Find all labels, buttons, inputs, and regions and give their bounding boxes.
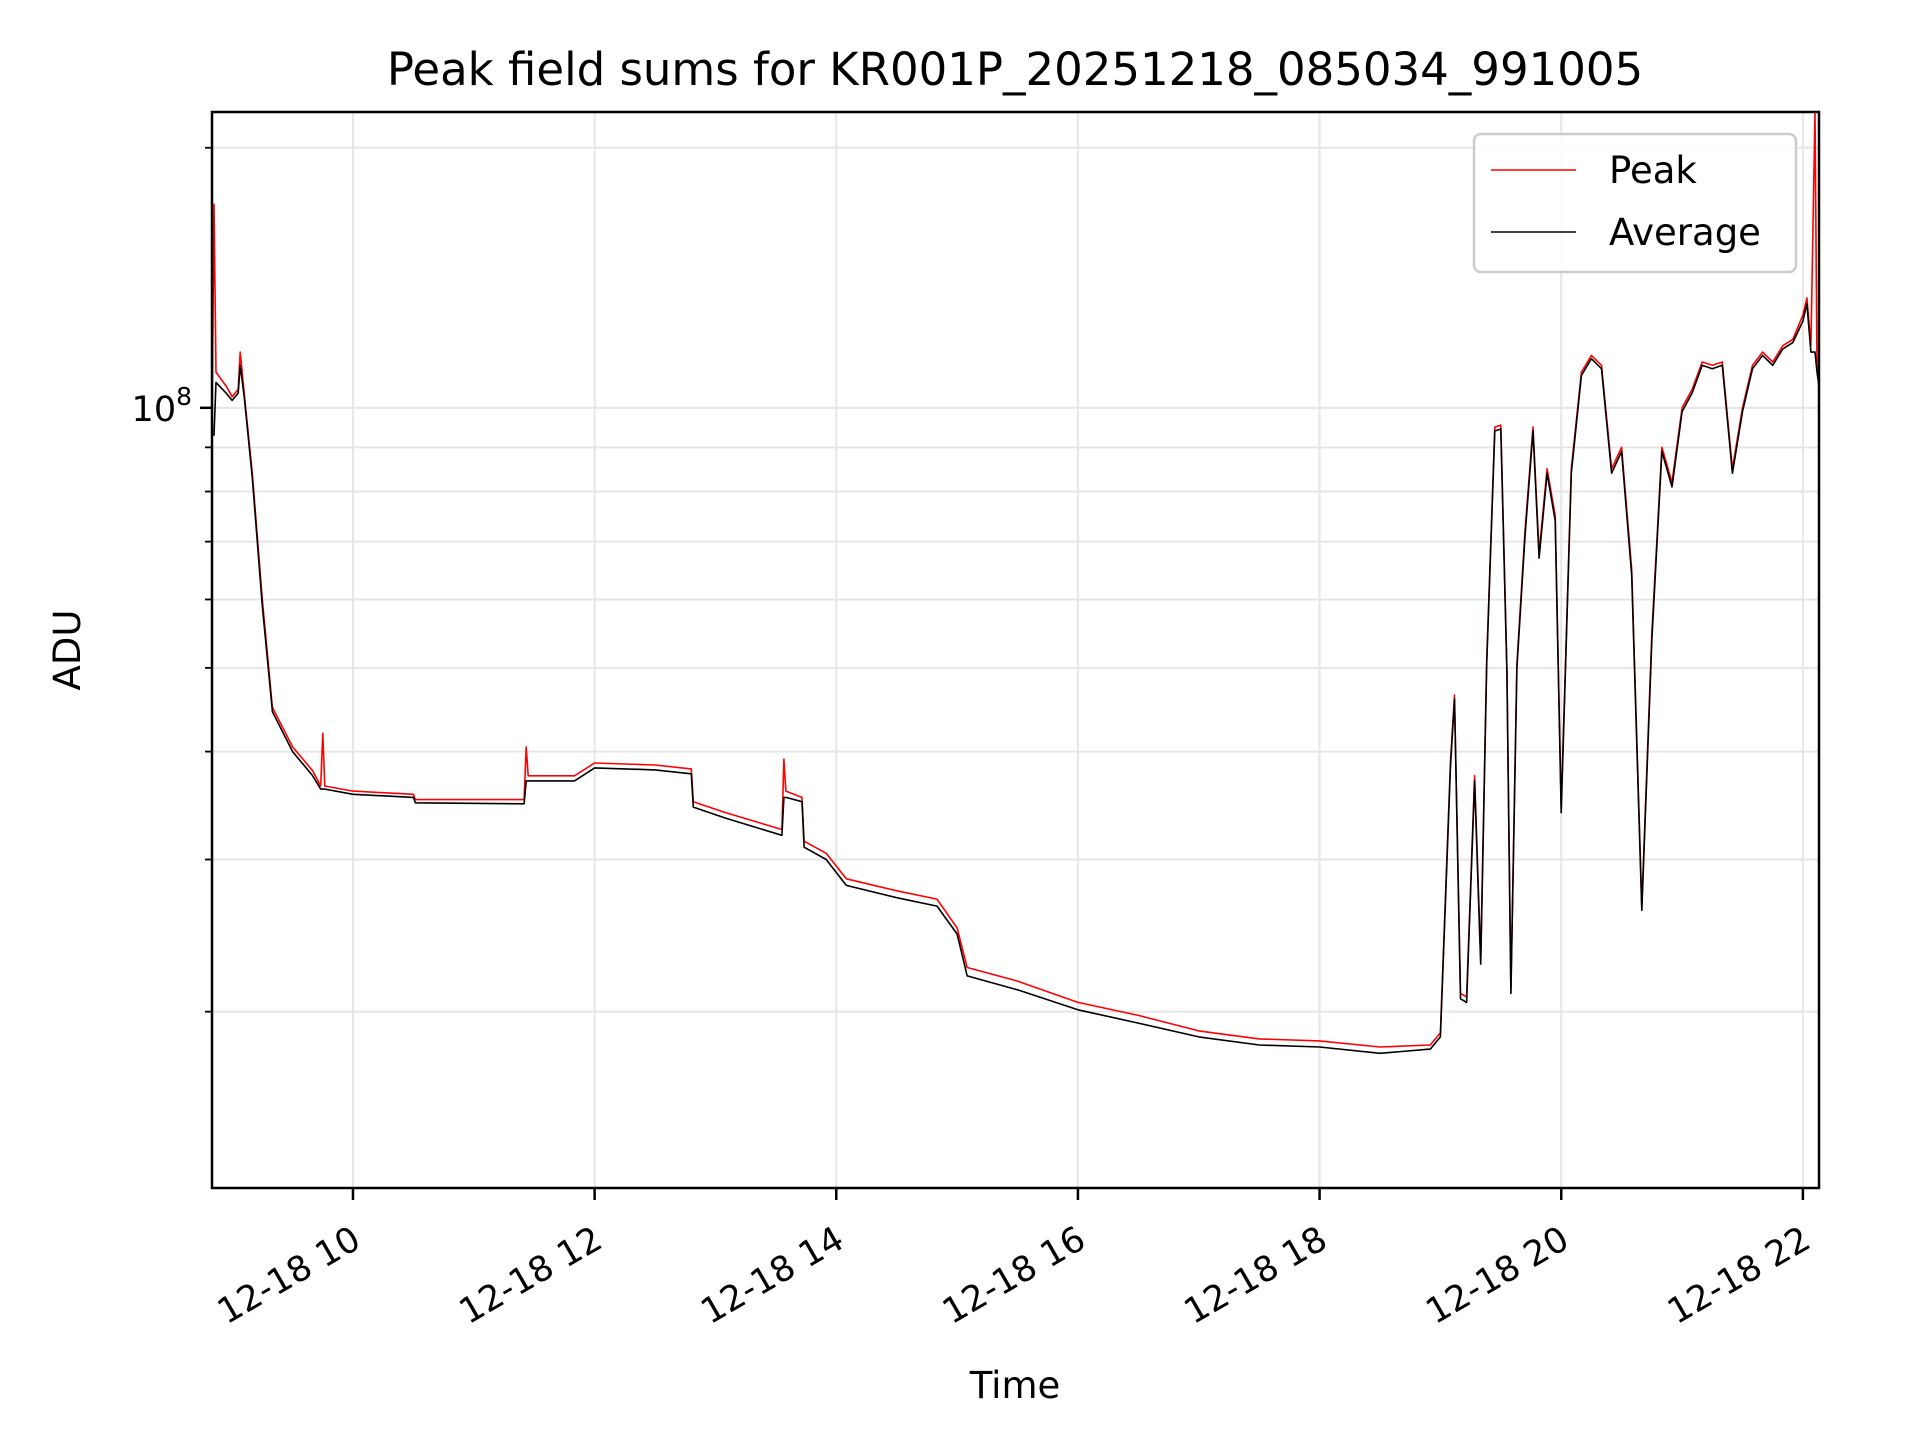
chart-title: Peak field sums for KR001P_20251218_0850… (387, 43, 1643, 96)
y-axis-ticks: 108 (132, 146, 212, 1013)
x-axis-label: Time (969, 1364, 1061, 1407)
y-tick-label: 108 (132, 382, 192, 430)
legend-label-peak: Peak (1609, 149, 1697, 192)
series-layer (211, 111, 1820, 1055)
legend-label-average: Average (1609, 211, 1761, 254)
series-line-average (212, 302, 1820, 1055)
y-axis-label: ADU (46, 610, 89, 691)
legend-box (1472, 132, 1798, 274)
plot-frame (210, 110, 1821, 1190)
grid-lines (212, 112, 1819, 1188)
legend: Peak Average (1472, 132, 1798, 274)
